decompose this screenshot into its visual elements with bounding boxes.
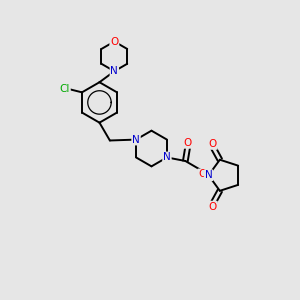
Text: N: N	[132, 135, 140, 145]
Text: O: O	[110, 37, 118, 46]
Text: N: N	[205, 170, 212, 180]
Text: Cl: Cl	[59, 84, 70, 94]
Text: N: N	[110, 66, 118, 76]
Text: N: N	[163, 152, 171, 162]
Text: O: O	[198, 169, 206, 179]
Text: O: O	[184, 138, 192, 148]
Text: O: O	[208, 139, 217, 149]
Text: O: O	[208, 202, 217, 212]
